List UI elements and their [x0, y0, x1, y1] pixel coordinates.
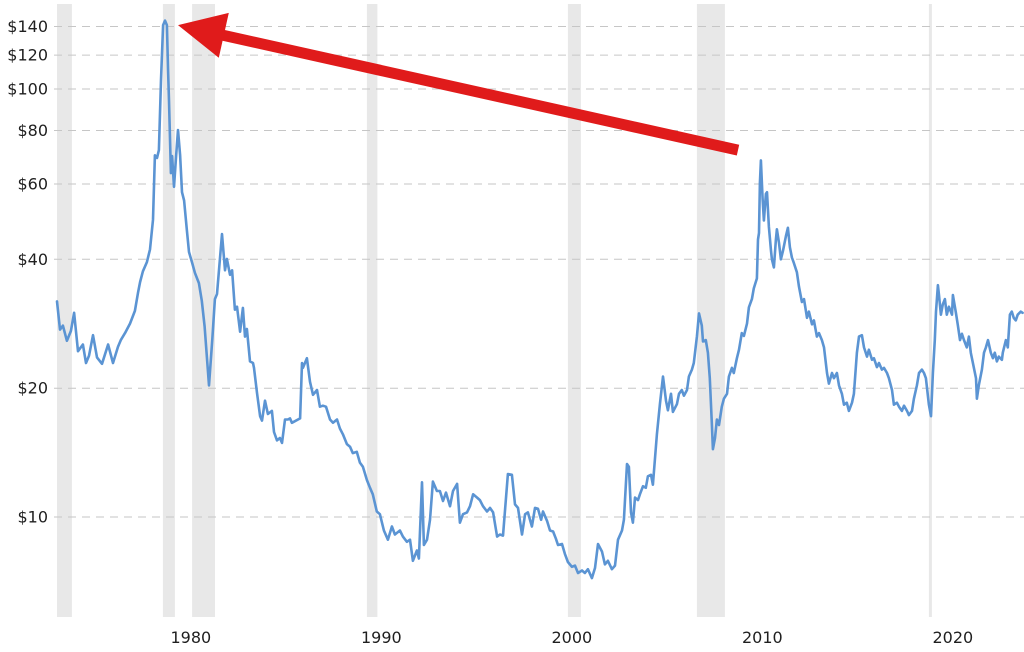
annotation-arrow — [178, 12, 740, 156]
y-axis-label: $140 — [7, 17, 48, 36]
recession-band — [567, 4, 581, 617]
y-axis-label: $20 — [17, 379, 48, 398]
x-axis-label: 1990 — [361, 628, 402, 647]
x-axis-label: 2020 — [933, 628, 974, 647]
price-line — [55, 19, 1024, 580]
x-axis-label: 1980 — [171, 628, 212, 647]
y-axis-label: $120 — [7, 46, 48, 65]
y-axis-label: $80 — [17, 121, 48, 140]
x-axis-label: 2010 — [742, 628, 783, 647]
y-axis-label: $100 — [7, 80, 48, 99]
x-axis-labels: 1980 1990 2000 2010 2020 — [171, 628, 974, 647]
x-axis-label: 2000 — [552, 628, 593, 647]
recession-band — [696, 4, 725, 617]
y-axis-label: $10 — [17, 508, 48, 527]
y-axis-label: $40 — [17, 250, 48, 269]
recession-band — [366, 4, 378, 617]
recession-band — [928, 4, 932, 617]
arrow-shaft — [216, 28, 740, 156]
y-axis-label: $60 — [17, 175, 48, 194]
recession-bands — [57, 4, 932, 617]
recession-band — [57, 4, 72, 617]
arrow-head-icon — [178, 12, 229, 58]
y-axis-labels: $140 $120 $100 $80 $60 $40 $20 $10 — [7, 17, 48, 527]
